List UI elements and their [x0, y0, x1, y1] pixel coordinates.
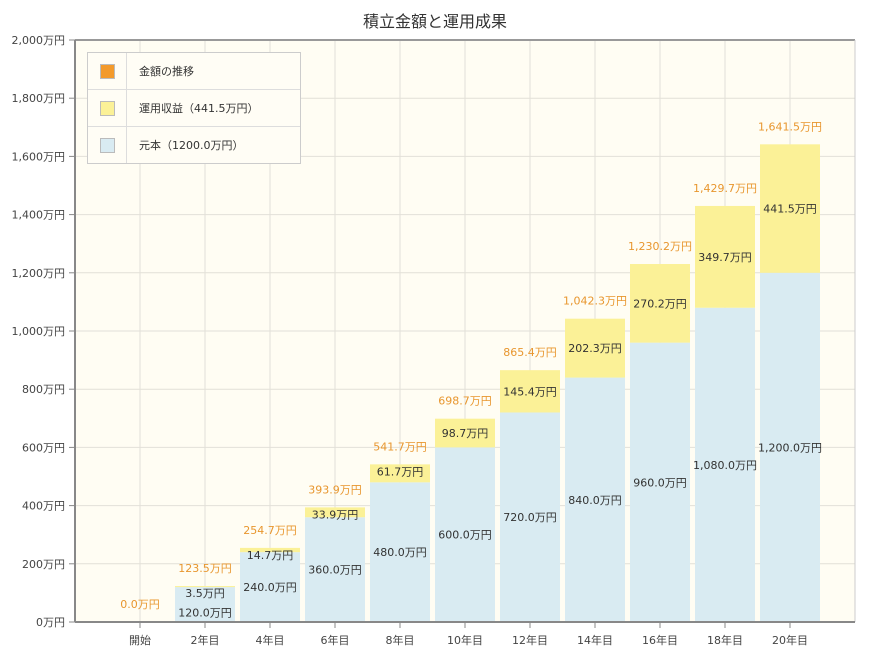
- label-total: 123.5万円: [178, 562, 232, 575]
- label-principal: 600.0万円: [438, 529, 492, 542]
- label-gain: 14.7万円: [247, 549, 294, 562]
- label-total: 1,042.3万円: [563, 295, 627, 308]
- label-total: 698.7万円: [438, 395, 492, 408]
- label-total: 254.7万円: [243, 524, 297, 537]
- label-gain: 98.7万円: [442, 427, 489, 440]
- bar-gain: [500, 370, 560, 413]
- bar-principal: [500, 412, 560, 622]
- legend-item-principal[interactable]: 元本（1200.0万円）: [88, 127, 300, 163]
- x-tick-label: 14年目: [577, 633, 613, 647]
- bar-principal: [175, 587, 235, 622]
- y-tick-label: 400万円: [22, 500, 65, 513]
- y-tick-label: 600万円: [22, 441, 65, 454]
- bar-gain: [370, 464, 430, 483]
- legend: 金額の推移 運用収益（441.5万円） 元本（1200.0万円）: [87, 52, 301, 164]
- label-principal: 720.0万円: [503, 511, 557, 524]
- label-principal: 240.0万円: [243, 581, 297, 594]
- y-tick-label: 2,000万円: [12, 34, 66, 47]
- bar-gain: [565, 318, 625, 378]
- x-tick-label: 20年目: [772, 633, 808, 647]
- x-tick-label: 18年目: [707, 633, 743, 647]
- x-tick-label: 8年目: [386, 633, 415, 647]
- bar-gain: [435, 418, 495, 448]
- chart-title: 積立金額と運用成果: [362, 12, 507, 31]
- label-gain: 270.2万円: [633, 297, 687, 310]
- label-gain: 33.9万円: [312, 508, 359, 521]
- y-tick-label: 1,000万円: [12, 325, 66, 338]
- label-gain: 349.7万円: [698, 251, 752, 264]
- label-gain: 441.5万円: [763, 203, 817, 216]
- label-principal: 1,080.0万円: [693, 459, 757, 472]
- y-tick-label: 800万円: [22, 383, 65, 396]
- bar-principal: [240, 552, 300, 622]
- label-principal: 360.0万円: [308, 564, 362, 577]
- label-total: 541.7万円: [373, 440, 427, 453]
- label-principal: 120.0万円: [178, 607, 232, 620]
- x-tick-label: 12年目: [512, 633, 548, 647]
- bar-principal: [305, 517, 365, 622]
- bar-gain: [305, 507, 365, 518]
- x-tick-label: 開始: [129, 633, 151, 647]
- label-total: 865.4万円: [503, 346, 557, 359]
- legend-item-total[interactable]: 金額の推移: [88, 53, 300, 90]
- label-gain: 145.4万円: [503, 385, 557, 398]
- legend-item-gain[interactable]: 運用収益（441.5万円）: [88, 90, 300, 127]
- y-tick-label: 200万円: [22, 558, 65, 571]
- y-tick-label: 1,600万円: [12, 150, 66, 163]
- label-total: 1,230.2万円: [628, 240, 692, 253]
- bar-principal: [370, 482, 430, 622]
- label-total: 0.0万円: [120, 598, 160, 611]
- y-tick-label: 0万円: [36, 616, 65, 629]
- legend-swatch: [99, 137, 115, 153]
- legend-swatch: [99, 63, 115, 79]
- bar-gain: [240, 547, 300, 553]
- legend-label: 運用収益（441.5万円）: [139, 102, 259, 115]
- x-tick-label: 16年目: [642, 633, 678, 647]
- label-total: 1,641.5万円: [758, 120, 822, 133]
- bar-principal: [695, 307, 755, 622]
- label-total: 393.9万円: [308, 483, 362, 496]
- label-gain: 202.3万円: [568, 342, 622, 355]
- bar-principal: [760, 272, 820, 622]
- label-total: 1,429.7万円: [693, 182, 757, 195]
- x-tick-label: 4年目: [256, 633, 285, 647]
- x-tick-label: 2年目: [191, 633, 220, 647]
- y-tick-label: 1,800万円: [12, 92, 66, 105]
- bar-principal: [565, 377, 625, 622]
- label-principal: 960.0万円: [633, 476, 687, 489]
- bar-gain: [630, 264, 690, 343]
- label-gain: 3.5万円: [185, 587, 225, 600]
- label-principal: 480.0万円: [373, 546, 427, 559]
- bar-gain: [175, 586, 235, 588]
- x-tick-label: 10年目: [447, 633, 483, 647]
- y-tick-label: 1,200万円: [12, 267, 66, 280]
- label-principal: 840.0万円: [568, 494, 622, 507]
- x-tick-label: 6年目: [321, 633, 350, 647]
- bar-principal: [435, 447, 495, 622]
- label-gain: 61.7万円: [377, 465, 424, 478]
- legend-label: 元本（1200.0万円）: [139, 139, 244, 152]
- label-principal: 1,200.0万円: [758, 441, 822, 454]
- y-tick-label: 1,400万円: [12, 209, 66, 222]
- legend-swatch: [99, 100, 115, 116]
- bar-principal: [630, 342, 690, 622]
- bar-gain: [760, 144, 820, 273]
- legend-label: 金額の推移: [139, 65, 194, 78]
- bar-gain: [695, 205, 755, 308]
